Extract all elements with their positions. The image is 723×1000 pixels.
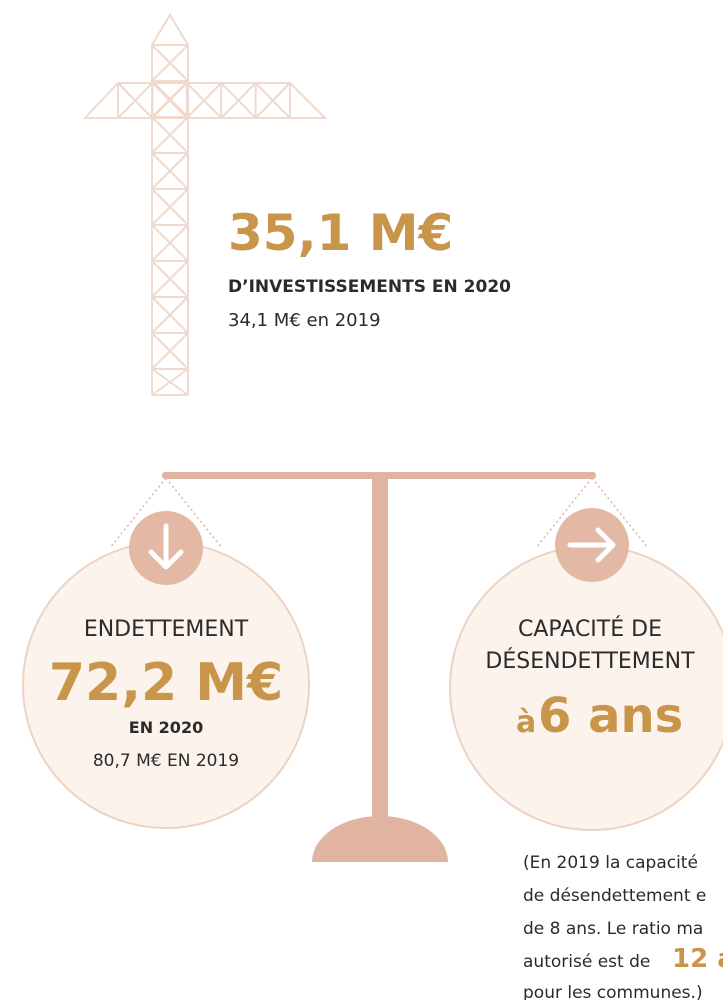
capacity-value: 6 ans [538,688,683,744]
capacity-prefix: à [516,705,536,740]
debt-year: EN 2020 [129,718,203,737]
note-line: de 8 ans. Le ratio ma [523,919,703,939]
note-line: de désendettement e [523,886,706,906]
capacity-title: CAPACITÉ DE [518,616,662,642]
note-line: autorisé est de [523,952,650,972]
debt-value: 72,2 M€ [49,653,283,713]
scale [22,472,723,862]
crane-icon [82,13,328,396]
note-line: pour les communes.) [523,983,703,1000]
investment-label: D’INVESTISSEMENTS EN 2020 [228,277,511,297]
investment-previous: 34,1 M€ en 2019 [228,310,381,331]
note-highlight: 12 a [672,944,723,974]
note-line: (En 2019 la capacité [523,853,698,873]
debt-title: ENDETTEMENT [84,617,249,642]
debt-previous: 80,7 M€ EN 2019 [93,751,239,771]
crane-lattice [82,13,328,396]
investment-value: 35,1 M€ [228,204,453,262]
capacity-title: DÉSENDETTEMENT [485,648,695,674]
